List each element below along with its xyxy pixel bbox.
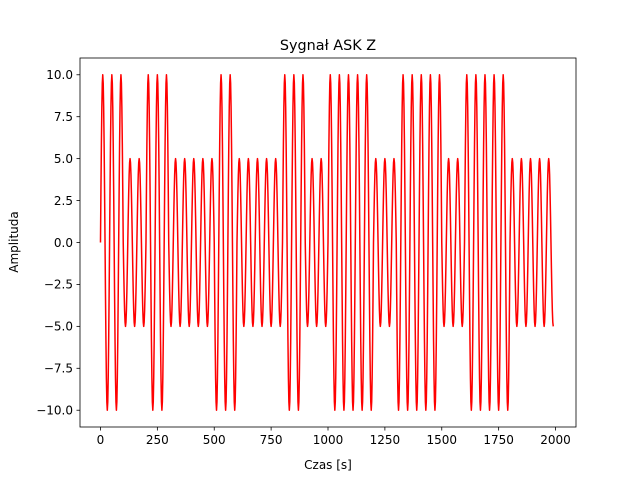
x-tick-label: 1750: [483, 433, 514, 447]
y-tick-label: 0.0: [54, 236, 73, 250]
y-tick-label: −10.0: [36, 404, 73, 418]
y-tick-label: 2.5: [54, 194, 73, 208]
x-tick-label: 500: [203, 433, 226, 447]
x-tick-label: 1250: [370, 433, 401, 447]
series-line-ask-signal: [99, 74, 554, 411]
x-tick-label: 1500: [426, 433, 457, 447]
x-tick-label: 250: [146, 433, 169, 447]
chart-title: Sygnał ASK Z: [280, 38, 376, 54]
x-tick-label: 1000: [313, 433, 344, 447]
y-axis: −10.0 −7.5 −5.0 −2.5 0.0 2.5 5.0 7.5 10.0: [36, 68, 80, 418]
y-tick-label: −2.5: [44, 278, 73, 292]
y-axis-label: Amplituda: [7, 211, 21, 272]
y-tick-label: −5.0: [44, 320, 73, 334]
x-tick-label: 2000: [540, 433, 571, 447]
x-axis: 0 250 500 750 1000 1250 1500 1750 2000: [97, 427, 571, 447]
y-tick-label: 5.0: [54, 152, 73, 166]
y-tick-label: −7.5: [44, 362, 73, 376]
y-tick-label: 7.5: [54, 110, 73, 124]
x-tick-label: 0: [97, 433, 105, 447]
y-tick-label: 10.0: [46, 68, 73, 82]
x-tick-label: 750: [260, 433, 283, 447]
x-axis-label: Czas [s]: [304, 458, 352, 472]
